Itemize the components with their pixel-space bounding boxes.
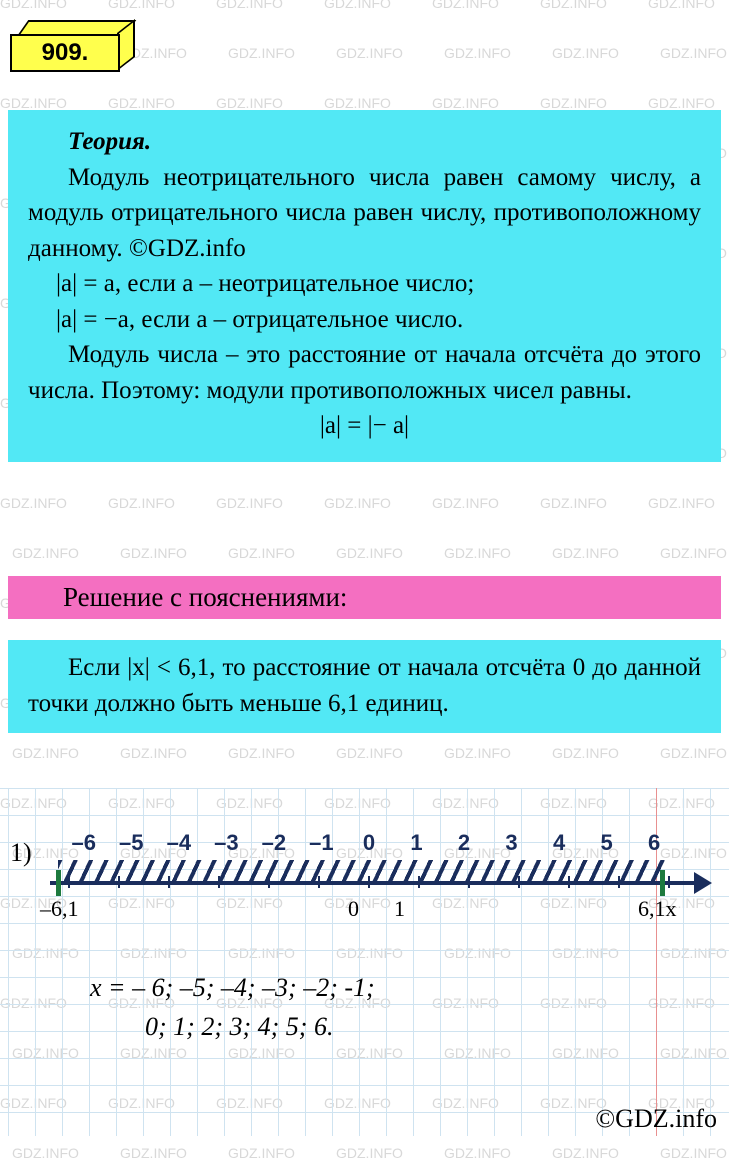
tick-label: –4 (155, 830, 203, 856)
tick-mark (118, 876, 120, 888)
numberline-tick-labels: –6–5–4–3–2–10123456 (60, 830, 678, 856)
tick-label: 6 (630, 830, 678, 856)
tick-label: –5 (108, 830, 156, 856)
endpoint-right-label: 6,1x (638, 896, 677, 922)
tick-label: 1 (393, 830, 441, 856)
tick-mark (618, 876, 620, 888)
tick-mark (518, 876, 520, 888)
tick-label: 4 (535, 830, 583, 856)
tick-label: 5 (583, 830, 631, 856)
tick-label: 2 (440, 830, 488, 856)
tick-mark (418, 876, 420, 888)
tick-mark (218, 876, 220, 888)
arrow-head-icon (694, 872, 712, 894)
solution-header-text: Решение с пояснениями: (63, 582, 347, 612)
solution-box: Если |x| < 6,1, то расстояние от начала … (8, 640, 721, 733)
item-label-1: 1) (10, 838, 32, 868)
tick-label: –3 (203, 830, 251, 856)
solution-text: Если |x| < 6,1, то расстояние от начала … (28, 650, 701, 721)
theory-formula3: |a| = |− a| (28, 408, 701, 444)
tick-mark (368, 876, 370, 888)
tick-label: –2 (250, 830, 298, 856)
zero-label: 0 (348, 896, 359, 922)
graph-grid-area: 1) –6–5–4–3–2–10123456 –6,1 0 1 6,1x x =… (0, 788, 729, 1136)
answer-block: x = – 6; –5; –4; –3; –2; -1; 0; 1; 2; 3;… (90, 968, 375, 1046)
solution-header: Решение с пояснениями: (8, 576, 721, 619)
tick-mark (568, 876, 570, 888)
tick-mark (268, 876, 270, 888)
tick-label: –1 (298, 830, 346, 856)
copyright-text: ©GDZ.info (595, 1104, 717, 1134)
tick-label: –6 (60, 830, 108, 856)
answer-line2: 0; 1; 2; 3; 4; 5; 6. (90, 1007, 375, 1046)
theory-title: Теория. (28, 124, 701, 160)
badge-front: 909. (10, 34, 120, 72)
one-label: 1 (394, 896, 405, 922)
theory-para2: Модуль числа – это расстояние от начала … (28, 337, 701, 408)
answer-line1: x = – 6; –5; –4; –3; –2; -1; (90, 968, 375, 1007)
problem-number: 909. (42, 39, 89, 67)
tick-mark (468, 876, 470, 888)
theory-para1: Модуль неотрицательного числа равен само… (28, 160, 701, 267)
tick-mark (68, 876, 70, 888)
theory-formula1: |a| = a, если a – неотрицательное число; (28, 266, 701, 302)
theory-box: Теория. Модуль неотрицательного числа ра… (8, 110, 721, 462)
tick-label: 0 (345, 830, 393, 856)
tick-mark (318, 876, 320, 888)
tick-mark (168, 876, 170, 888)
numberline-ticks (60, 876, 678, 890)
tick-label: 3 (488, 830, 536, 856)
problem-badge: 909. (10, 20, 135, 72)
endpoint-left-label: –6,1 (40, 896, 79, 922)
tick-mark (668, 876, 670, 888)
theory-formula2: |a| = −a, если a – отрицательное число. (28, 302, 701, 338)
